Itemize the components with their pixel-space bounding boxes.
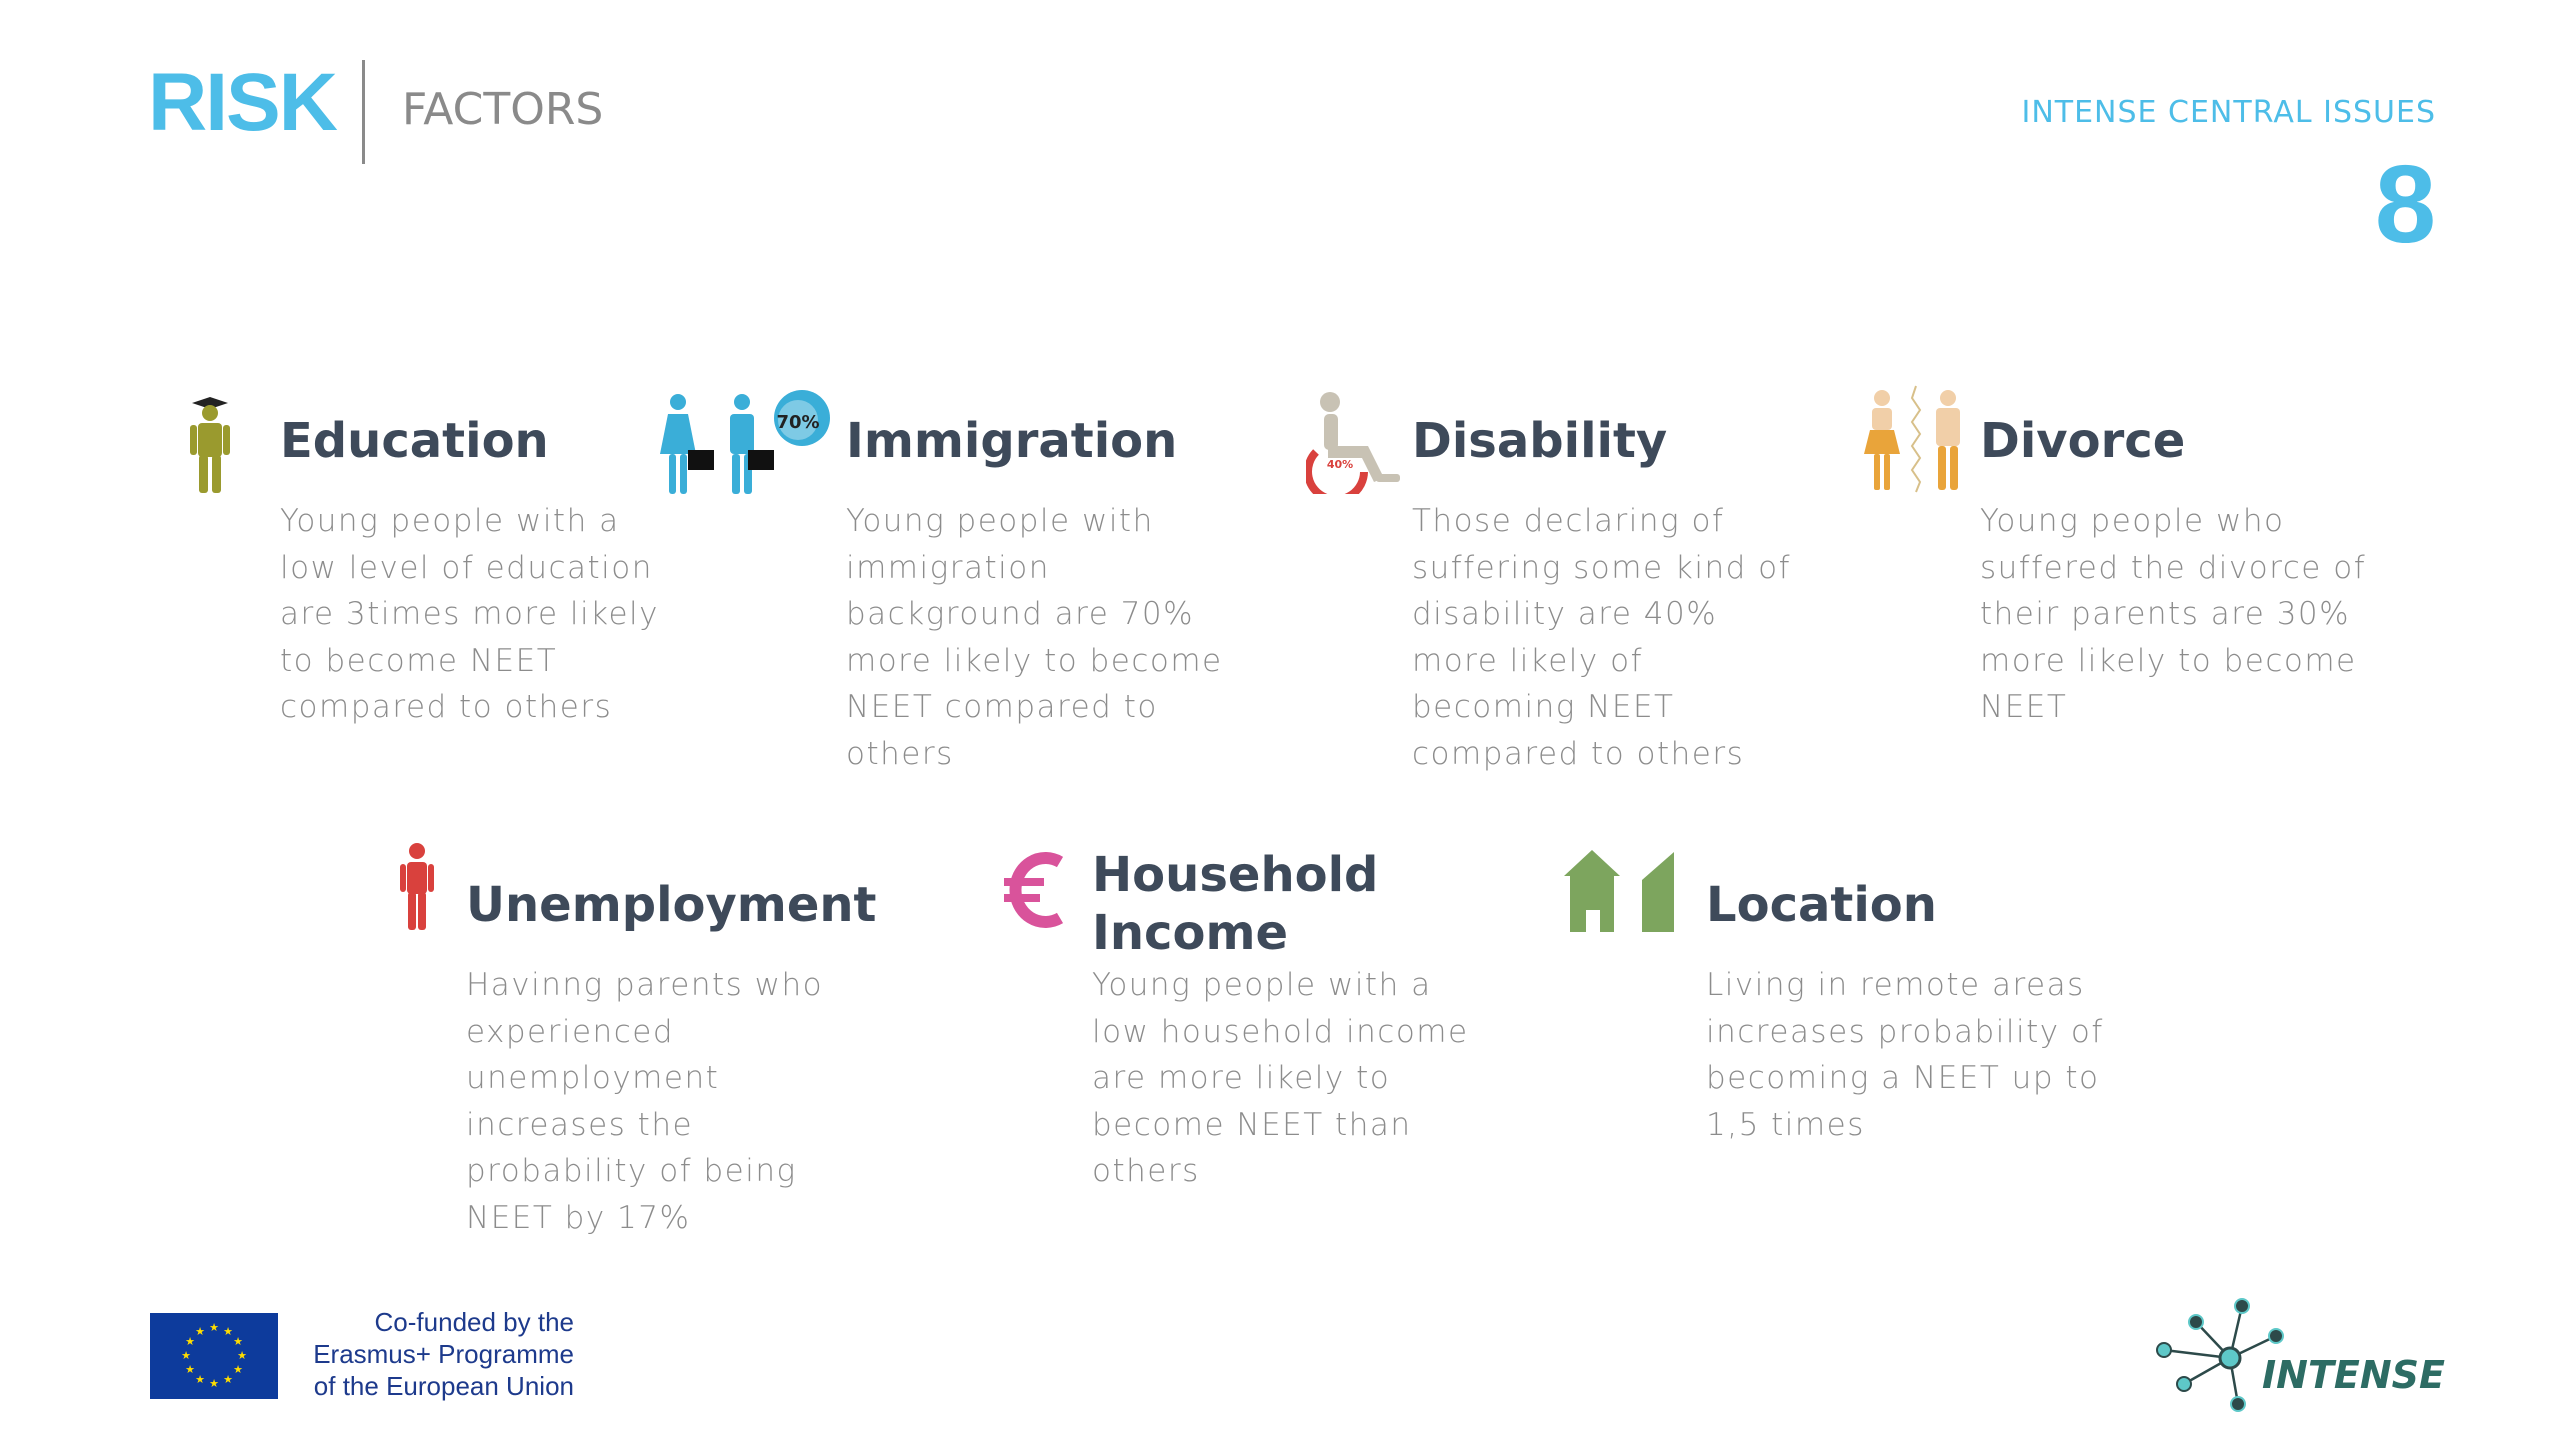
svg-text:★: ★	[195, 1373, 205, 1386]
factor-text-unemployment: Havinng parents who experienced unemploy…	[466, 967, 824, 1236]
factor-text-household-income: Young people with a low household income…	[1092, 967, 1469, 1189]
title-factors: FACTORS	[402, 84, 604, 135]
section-number: 8	[2374, 143, 2436, 266]
factor-title-unemployment: Unemployment	[466, 877, 877, 933]
eu-line-2: Erasmus+ Programme	[313, 1339, 574, 1369]
person-icon	[400, 843, 434, 930]
factor-title-disability: Disability	[1412, 413, 1668, 469]
graduate-person-icon	[190, 397, 230, 493]
svg-text:★: ★	[237, 1349, 247, 1362]
euro-icon	[1004, 852, 1064, 928]
wheelchair-icon: 40%	[1306, 392, 1400, 494]
eu-flag-icon: ★ ★ ★ ★ ★ ★ ★ ★ ★ ★ ★ ★	[150, 1313, 278, 1399]
factor-title-education: Education	[280, 413, 549, 469]
svg-text:★: ★	[233, 1363, 243, 1376]
svg-text:★: ★	[195, 1325, 205, 1338]
svg-text:★: ★	[209, 1321, 219, 1334]
immigrants-icon: 70%	[660, 390, 830, 494]
factor-text-location: Living in remote areas increases probabi…	[1706, 967, 2104, 1143]
disability-badge: 40%	[1327, 458, 1353, 471]
svg-text:★: ★	[181, 1349, 191, 1362]
immigration-badge: 70%	[776, 412, 819, 433]
section-label: INTENSE CENTRAL ISSUES	[2021, 95, 2436, 130]
factor-title-location: Location	[1706, 877, 1937, 933]
factor-text-disability: Those declaring of suffering some kind o…	[1412, 503, 1792, 772]
svg-text:★: ★	[209, 1377, 219, 1390]
title-risk: RISK	[148, 57, 338, 148]
svg-text:★: ★	[185, 1363, 195, 1376]
factor-text-divorce: Young people who suffered the divorce of…	[1980, 503, 2367, 725]
factor-title-divorce: Divorce	[1980, 413, 2186, 469]
svg-text:★: ★	[223, 1373, 233, 1386]
title-divider	[362, 60, 365, 164]
split-couple-icon	[1864, 385, 1960, 493]
eu-funding-text: Co-funded by the Erasmus+ Programme of t…	[298, 1306, 574, 1402]
factor-title-household-income: Household Income	[1092, 847, 1379, 961]
intense-logo-text: INTENSE	[2262, 1353, 2445, 1397]
factor-text-education: Young people with a low level of educati…	[280, 503, 660, 725]
factor-text-immigration: Young people with immigration background…	[846, 503, 1223, 772]
eu-line-1: Co-funded by the	[374, 1307, 574, 1337]
eu-line-3: of the European Union	[313, 1371, 574, 1401]
network-logo-icon	[2156, 1298, 2284, 1412]
svg-text:★: ★	[185, 1335, 195, 1348]
svg-text:★: ★	[223, 1325, 233, 1338]
svg-text:★: ★	[233, 1335, 243, 1348]
houses-icon	[1564, 850, 1674, 932]
factor-title-immigration: Immigration	[846, 413, 1178, 469]
